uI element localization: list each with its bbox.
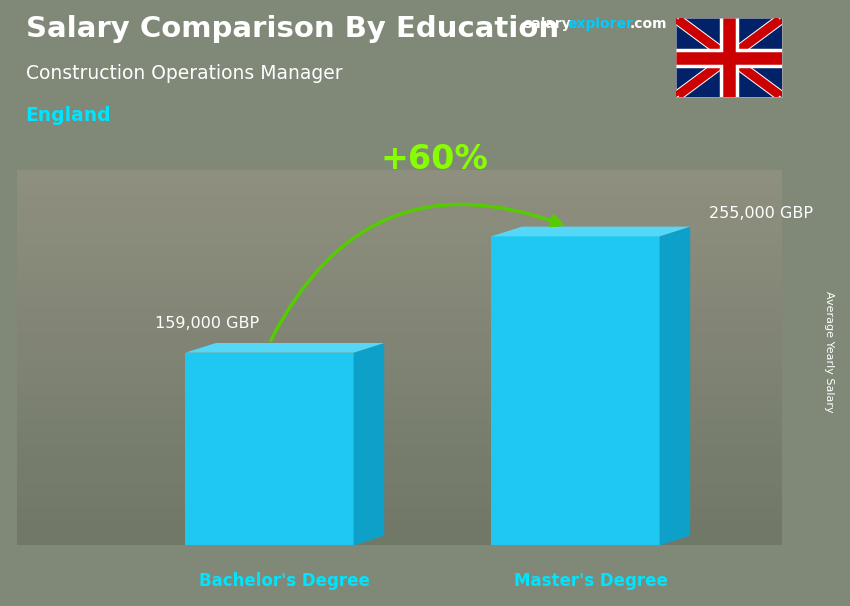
- Bar: [17, 333, 782, 345]
- Bar: [17, 508, 782, 521]
- Text: Salary Comparison By Education: Salary Comparison By Education: [26, 15, 558, 43]
- Bar: [17, 458, 782, 470]
- Bar: [17, 258, 782, 270]
- Polygon shape: [185, 343, 384, 353]
- Bar: [17, 483, 782, 495]
- Text: 159,000 GBP: 159,000 GBP: [155, 316, 258, 331]
- Polygon shape: [491, 227, 690, 236]
- Text: +60%: +60%: [380, 144, 488, 176]
- Bar: [185, 353, 354, 545]
- Text: England: England: [26, 106, 111, 125]
- Bar: [17, 282, 782, 295]
- Bar: [17, 358, 782, 370]
- Bar: [17, 245, 782, 258]
- Text: Bachelor's Degree: Bachelor's Degree: [199, 572, 371, 590]
- Bar: [17, 182, 782, 195]
- Bar: [17, 521, 782, 533]
- Bar: [17, 307, 782, 320]
- Bar: [17, 295, 782, 307]
- Bar: [17, 207, 782, 220]
- Bar: [17, 370, 782, 382]
- Bar: [17, 320, 782, 333]
- Text: explorer: explorer: [568, 17, 634, 31]
- Bar: [17, 345, 782, 358]
- Bar: [17, 170, 782, 545]
- Bar: [491, 236, 660, 545]
- Bar: [17, 433, 782, 445]
- Bar: [17, 270, 782, 282]
- Bar: [17, 195, 782, 207]
- Text: salary: salary: [523, 17, 570, 31]
- Bar: [17, 408, 782, 420]
- Bar: [17, 470, 782, 483]
- Bar: [17, 395, 782, 408]
- Bar: [17, 382, 782, 395]
- Bar: [17, 495, 782, 508]
- Bar: [17, 232, 782, 245]
- Bar: [17, 170, 782, 182]
- Polygon shape: [660, 227, 690, 545]
- Text: .com: .com: [630, 17, 667, 31]
- Polygon shape: [354, 343, 384, 545]
- Text: 255,000 GBP: 255,000 GBP: [709, 205, 813, 221]
- Bar: [17, 220, 782, 232]
- Bar: [17, 533, 782, 545]
- Bar: [17, 445, 782, 458]
- Bar: [17, 420, 782, 433]
- Text: Average Yearly Salary: Average Yearly Salary: [824, 291, 834, 412]
- Text: Master's Degree: Master's Degree: [513, 572, 668, 590]
- Text: Construction Operations Manager: Construction Operations Manager: [26, 64, 342, 82]
